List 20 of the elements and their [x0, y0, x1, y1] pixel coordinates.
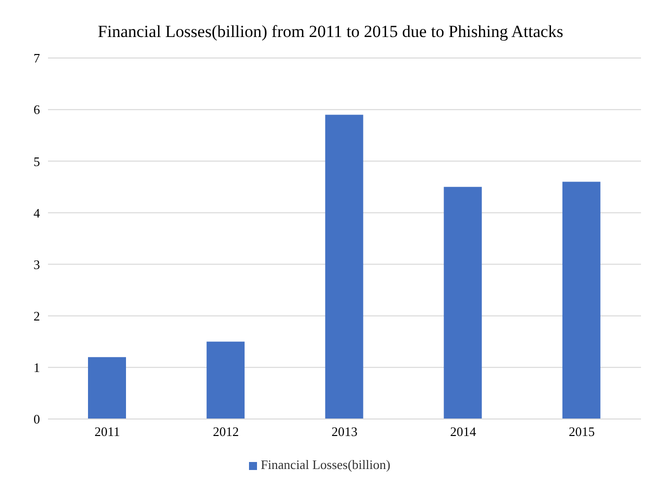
y-tick-label: 0 — [34, 412, 40, 427]
y-tick-label: 1 — [34, 360, 40, 376]
y-tick-label: 3 — [34, 256, 40, 272]
legend-label: Financial Losses(billion) — [260, 457, 390, 472]
x-tick-label: 2014 — [450, 424, 477, 440]
bar — [444, 186, 482, 419]
bar — [206, 342, 245, 419]
bar — [562, 182, 600, 419]
x-tick-label: 2012 — [212, 424, 239, 440]
y-tick-label: 5 — [34, 154, 40, 169]
chart-title: Financial Losses(billion) from 2011 to 2015 due to Phishing Attacks — [96, 21, 564, 43]
y-tick-label: 6 — [34, 102, 40, 118]
y-tick-label: 2 — [34, 308, 40, 324]
y-tick-label: 4 — [34, 205, 40, 220]
x-tick-label: 2011 — [94, 424, 120, 440]
bar — [325, 114, 364, 419]
y-tick-label: 7 — [34, 50, 40, 66]
bar — [88, 357, 126, 419]
x-tick-label: 2015 — [568, 424, 595, 440]
x-tick-label: 2013 — [332, 424, 358, 440]
